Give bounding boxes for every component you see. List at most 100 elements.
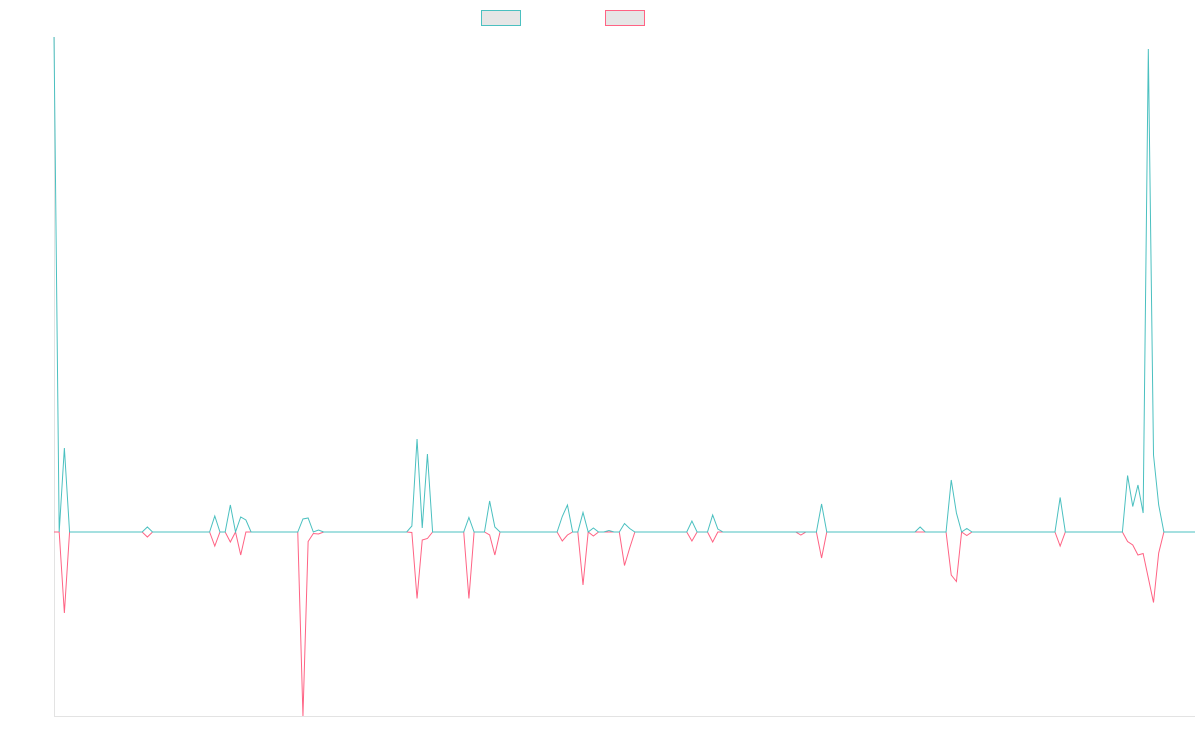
series-1-point[interactable] [244,518,248,522]
legend-swatch-series-2[interactable] [605,10,645,26]
series-1-point[interactable] [415,437,419,441]
series-1-point[interactable] [809,530,813,534]
series-1-point[interactable] [788,530,792,534]
series-2-point[interactable] [228,540,232,544]
series-1-point[interactable] [140,530,144,534]
series-1-point[interactable] [1074,530,1078,534]
series-1-point[interactable] [514,530,518,534]
series-1-point[interactable] [451,530,455,534]
series-1-point[interactable] [311,530,315,534]
series-1-point[interactable] [1146,47,1150,51]
series-1-point[interactable] [239,515,243,519]
series-1-point[interactable] [166,530,170,534]
series-1-point[interactable] [1136,483,1140,487]
series-1-point[interactable] [52,35,56,39]
series-1-point[interactable] [560,515,564,519]
series-2-point[interactable] [581,583,585,587]
series-1-point[interactable] [1141,511,1145,515]
series-1-point[interactable] [420,526,424,530]
series-1-point[interactable] [83,530,87,534]
series-1-point[interactable] [612,530,616,534]
series-1-point[interactable] [1011,530,1015,534]
series-1-point[interactable] [301,517,305,521]
series-1-point[interactable] [565,503,569,507]
series-1-point[interactable] [332,530,336,534]
series-2-point[interactable] [488,533,492,537]
series-1-point[interactable] [322,530,326,534]
series-1-point[interactable] [353,530,357,534]
series-1-point[interactable] [374,530,378,534]
series-1-point[interactable] [197,530,201,534]
series-1-point[interactable] [991,530,995,534]
series-1-point[interactable] [607,529,611,533]
series-1-point[interactable] [306,516,310,520]
series-1-point[interactable] [368,530,372,534]
series-1-point[interactable] [498,530,502,534]
series-1-point[interactable] [1058,496,1062,500]
series-1-point[interactable] [628,527,632,531]
series-1-point[interactable] [716,527,720,531]
series-1-point[interactable] [877,530,881,534]
series-1-point[interactable] [685,530,689,534]
series-2-point[interactable] [415,597,419,601]
series-1-point[interactable] [1032,530,1036,534]
series-1-point[interactable] [259,530,263,534]
series-1-point[interactable] [757,530,761,534]
series-1-point[interactable] [73,530,77,534]
series-1-point[interactable] [1100,530,1104,534]
series-1-point[interactable] [488,499,492,503]
series-1-point[interactable] [317,528,321,532]
series-2-point[interactable] [1131,543,1135,547]
series-1-point[interactable] [104,530,108,534]
series-1-point[interactable] [399,530,403,534]
series-1-point[interactable] [1069,530,1073,534]
series-2-point[interactable] [317,532,321,536]
series-1-point[interactable] [254,530,258,534]
series-1-point[interactable] [638,530,642,534]
series-2-point[interactable] [425,537,429,541]
series-1-point[interactable] [441,530,445,534]
series-1-point[interactable] [726,530,730,534]
series-1-point[interactable] [633,530,637,534]
series-1-point[interactable] [348,530,352,534]
series-1-point[interactable] [1063,530,1067,534]
series-2-point[interactable] [1141,552,1145,556]
series-2-point[interactable] [560,539,564,543]
series-1-point[interactable] [405,530,409,534]
series-1-point[interactable] [119,530,123,534]
series-1-point[interactable] [737,530,741,534]
series-1-point[interactable] [529,530,533,534]
series-2-point[interactable] [965,534,969,538]
series-1-point[interactable] [291,530,295,534]
series-1-point[interactable] [581,511,585,515]
series-1-point[interactable] [125,530,129,534]
series-1-point[interactable] [202,530,206,534]
series-2-point[interactable] [565,533,569,537]
series-1-point[interactable] [887,530,891,534]
series-1-point[interactable] [114,530,118,534]
series-1-point[interactable] [623,522,627,526]
series-1-point[interactable] [778,530,782,534]
series-1-point[interactable] [970,530,974,534]
series-1-point[interactable] [410,524,414,528]
series-1-point[interactable] [648,530,652,534]
series-1-point[interactable] [1131,505,1135,509]
series-1-point[interactable] [130,530,134,534]
series-1-point[interactable] [540,530,544,534]
series-1-point[interactable] [176,530,180,534]
series-1-point[interactable] [975,530,979,534]
series-1-point[interactable] [799,530,803,534]
series-1-point[interactable] [213,514,217,518]
series-1-point[interactable] [783,530,787,534]
series-1-point[interactable] [187,530,191,534]
series-1-point[interactable] [482,530,486,534]
series-2-point[interactable] [410,531,414,535]
series-1-point[interactable] [923,530,927,534]
series-1-point[interactable] [218,530,222,534]
series-1-point[interactable] [1094,530,1098,534]
series-1-point[interactable] [960,530,964,534]
series-1-point[interactable] [1006,530,1010,534]
series-1-point[interactable] [980,530,984,534]
series-1-point[interactable] [908,530,912,534]
series-1-point[interactable] [731,530,735,534]
